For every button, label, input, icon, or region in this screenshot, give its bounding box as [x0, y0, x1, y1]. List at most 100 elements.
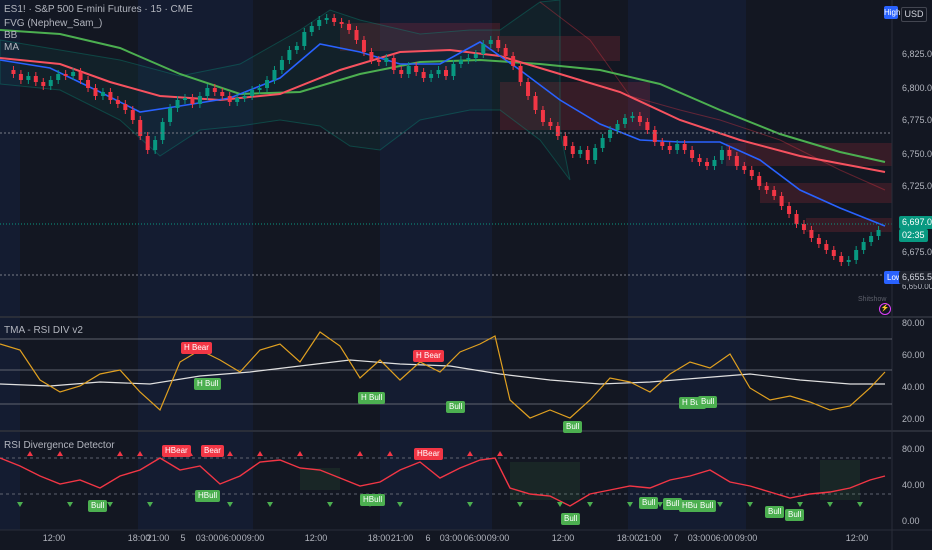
bull-marker — [797, 502, 803, 507]
signal-label: Bull — [765, 506, 785, 518]
candle-body — [235, 98, 240, 102]
time-tick: 12:00 — [551, 533, 575, 543]
fvg-box — [806, 218, 892, 232]
time-tick: 6 — [425, 533, 431, 543]
bull-marker — [67, 502, 73, 507]
candle-body — [279, 60, 284, 70]
rsi-tick: 40.00 — [902, 382, 925, 392]
signal-label: H Bear — [413, 350, 444, 362]
time-tick: 09:00 — [734, 533, 758, 543]
symbol-title[interactable]: ES1! · S&P 500 E-mini Futures · 15 · CME — [4, 4, 193, 15]
signal-label: Bull — [561, 513, 581, 525]
detector-zone — [510, 462, 580, 500]
detector-rsi-line — [0, 457, 886, 507]
price-tick: 6,650.00 — [902, 282, 932, 291]
candle-body — [615, 124, 620, 130]
bear-marker — [117, 451, 123, 456]
candle-body — [712, 160, 717, 166]
candle-body — [637, 116, 642, 122]
candle-body — [145, 136, 150, 150]
fvg-box — [726, 143, 892, 166]
time-tick: 09:00 — [486, 533, 510, 543]
ma-blue-line — [0, 41, 886, 227]
candle-body — [578, 150, 583, 154]
candle-body — [436, 70, 441, 74]
candle-body — [645, 122, 650, 130]
lightning-icon[interactable]: ⚡ — [879, 303, 891, 315]
candle-body — [354, 30, 359, 40]
candle-body — [71, 72, 76, 76]
candle-body — [861, 242, 866, 250]
candle-body — [876, 230, 881, 236]
signal-label: Bull — [663, 498, 683, 510]
time-tick: 03:00 — [195, 533, 219, 543]
signal-label: Bear — [201, 445, 224, 457]
candle-body — [660, 142, 665, 146]
candle-body — [220, 92, 225, 96]
detector-tick: 0.00 — [902, 516, 920, 526]
detector-title[interactable]: RSI Divergence Detector — [4, 440, 115, 451]
candle-body — [257, 88, 262, 90]
candle-body — [63, 74, 68, 76]
candle-body — [347, 24, 352, 30]
price-tick: 6,775.00 — [902, 115, 932, 125]
detector-tick: 40.00 — [902, 480, 925, 490]
time-tick: 21:00 — [146, 533, 170, 543]
indicator-bb-label[interactable]: BB — [4, 30, 18, 41]
candle-body — [794, 214, 799, 224]
candle-body — [406, 66, 411, 74]
candle-body — [630, 116, 635, 118]
candle-body — [458, 60, 463, 64]
fvg-box — [500, 36, 620, 61]
ma-red-line — [0, 48, 886, 173]
candle-body — [123, 104, 128, 110]
time-tick: 06:00 — [710, 533, 734, 543]
candle-body — [563, 136, 568, 146]
candle-body — [86, 80, 91, 88]
time-tick: 09:00 — [241, 533, 265, 543]
bull-marker — [107, 502, 113, 507]
indicator-ma-label[interactable]: MA — [4, 42, 19, 53]
bull-marker — [227, 502, 233, 507]
indicator-fvg-label[interactable]: FVG (Nephew_Sam_) — [4, 18, 103, 29]
candle-body — [749, 170, 754, 176]
candle-body — [540, 110, 545, 122]
candle-body — [526, 82, 531, 96]
signal-label: HBear — [162, 445, 191, 457]
rsi-tick: 60.00 — [902, 350, 925, 360]
bollinger-band — [0, 0, 571, 181]
candle-body — [108, 92, 113, 100]
signal-label: HBear — [414, 448, 443, 460]
session-band — [628, 0, 746, 530]
candle-body — [533, 96, 538, 110]
candle-body — [429, 74, 434, 78]
candle-body — [742, 166, 747, 170]
rsi-div-title[interactable]: TMA - RSI DIV v2 — [4, 325, 83, 336]
signal-label: H Bear — [181, 342, 212, 354]
candle-body — [824, 244, 829, 250]
candle-body — [869, 236, 874, 242]
candle-body — [831, 250, 836, 256]
signal-label: H Bull — [194, 378, 222, 390]
candle-body — [369, 52, 374, 60]
currency-button[interactable]: USD — [901, 7, 927, 22]
candle-body — [175, 100, 180, 108]
bear-marker — [257, 451, 263, 456]
candle-body — [854, 250, 859, 260]
session-band — [380, 0, 492, 530]
bull-marker — [857, 502, 863, 507]
time-tick: 18:00 — [367, 533, 391, 543]
signal-label: HBull — [360, 494, 386, 506]
candle-body — [675, 144, 680, 150]
candle-body — [690, 150, 695, 158]
bear-marker — [357, 451, 363, 456]
bull-marker — [147, 502, 153, 507]
candle-body — [56, 74, 61, 80]
candle-body — [444, 70, 448, 76]
candle-body — [212, 88, 217, 92]
candle-body — [332, 18, 337, 22]
candle-body — [26, 76, 31, 80]
detector-zones — [300, 460, 860, 500]
session-shading — [0, 0, 746, 530]
